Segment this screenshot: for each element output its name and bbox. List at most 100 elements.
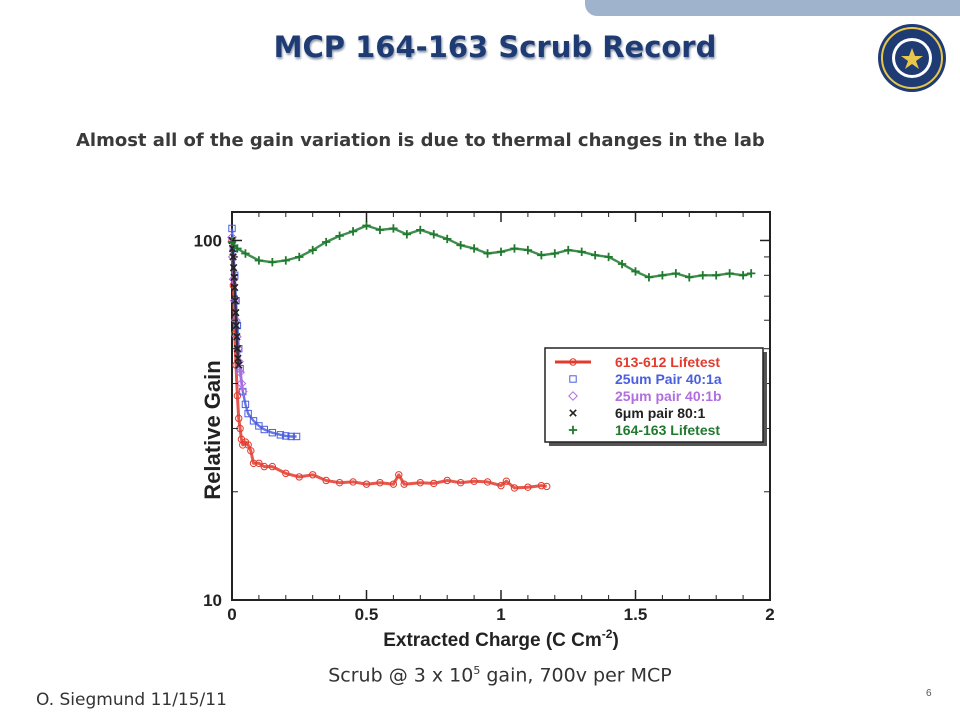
x-tick-label: 0.5 [355, 605, 379, 624]
data-point [233, 244, 242, 253]
data-point [469, 244, 479, 253]
series-line [231, 224, 752, 279]
data-point [247, 447, 255, 455]
data-point [260, 462, 268, 471]
data-point [322, 476, 330, 485]
x-axis-label-close: ) [612, 630, 618, 651]
data-point [234, 361, 243, 369]
x-axis-label-main: Extracted Charge (C Cm [383, 630, 602, 651]
data-point [712, 271, 721, 280]
legend-label: 613-612 Lifetest [615, 354, 720, 370]
legend-marker [568, 425, 578, 435]
data-point [295, 252, 304, 262]
data-point [443, 476, 451, 485]
data-point [244, 441, 252, 449]
data-point [389, 224, 398, 233]
data-point [237, 386, 248, 397]
data-point [738, 271, 748, 280]
data-point [232, 321, 241, 330]
data-point [483, 249, 492, 258]
data-point [244, 409, 252, 418]
data-point [430, 479, 438, 488]
slide-caption: Scrub @ 3 x 105 gain, 700v per MCP [0, 664, 960, 686]
data-point [282, 432, 290, 440]
series-4 [227, 221, 756, 282]
y-axis-label: Relative Gain [200, 360, 225, 499]
data-point [236, 378, 247, 389]
legend-label: 25μm pair 40:1b [615, 388, 722, 404]
data-point [335, 231, 344, 241]
data-point [235, 367, 245, 378]
data-point [230, 283, 239, 292]
data-point [375, 225, 385, 235]
scrub-record-chart: 0 0.5 1 1.5 2 10 100 Relative Gain Extracted C… [180, 200, 800, 660]
data-point [362, 221, 371, 230]
x-axis-label-sup: -2 [602, 627, 613, 641]
data-point [537, 481, 546, 490]
data-point [268, 258, 277, 267]
data-point [502, 477, 511, 485]
data-point [349, 478, 357, 486]
legend-box [544, 347, 764, 443]
data-point [671, 269, 681, 278]
data-point [376, 478, 384, 487]
data-point [255, 459, 263, 468]
data-point [402, 230, 412, 239]
data-point [510, 484, 519, 492]
data-point [276, 431, 285, 439]
data-point [416, 225, 425, 235]
legend-marker [569, 409, 577, 417]
data-point [241, 249, 250, 258]
data-point [590, 250, 600, 260]
data-point [321, 237, 331, 247]
slide-title: MCP 164-163 Scrub Record [273, 30, 717, 64]
series-0 [228, 236, 551, 492]
university-seal-icon [876, 22, 948, 94]
legend-marker [568, 391, 578, 401]
x-tick-label: 1 [496, 605, 505, 624]
data-point [234, 354, 242, 363]
data-point [227, 237, 237, 247]
data-point [309, 471, 317, 479]
data-point [395, 471, 403, 479]
data-point [543, 482, 551, 491]
legend-label: 6μm pair 80:1 [615, 405, 705, 421]
data-point [550, 249, 559, 258]
y-tick-label: 100 [194, 231, 222, 250]
data-point [483, 478, 492, 486]
data-point [496, 247, 506, 256]
data-point [429, 230, 438, 239]
data-point [416, 478, 425, 487]
caption-post: gain, 700v per MCP [480, 664, 672, 687]
author-footer: O. Siegmund 11/15/11 [36, 690, 227, 710]
data-point [497, 481, 505, 490]
data-point [287, 432, 295, 441]
x-tick-label: 1.5 [624, 605, 648, 624]
data-point [362, 480, 371, 488]
data-point [577, 247, 586, 256]
series-line [230, 240, 547, 490]
data-point [685, 273, 694, 282]
data-point [231, 296, 239, 305]
data-point [510, 244, 519, 253]
top-accent-bar [585, 0, 960, 16]
legend-marker [569, 375, 577, 383]
y-tick-label: 10 [203, 591, 222, 610]
data-point [523, 245, 533, 255]
data-point [604, 252, 613, 262]
caption-pre: Scrub @ 3 x 10 [328, 664, 474, 687]
data-point [470, 477, 478, 485]
data-point [254, 256, 264, 265]
data-point [292, 432, 301, 441]
data-point [235, 414, 243, 423]
data-point [268, 428, 277, 437]
data-point [400, 480, 408, 488]
data-point [228, 224, 236, 233]
legend-marker [569, 358, 577, 366]
data-point [746, 269, 756, 278]
x-tick-label: 0 [227, 605, 236, 624]
caption-sup: 5 [473, 664, 481, 677]
data-point [456, 478, 465, 487]
slide-subtitle: Almost all of the gain variation is due … [76, 130, 765, 151]
